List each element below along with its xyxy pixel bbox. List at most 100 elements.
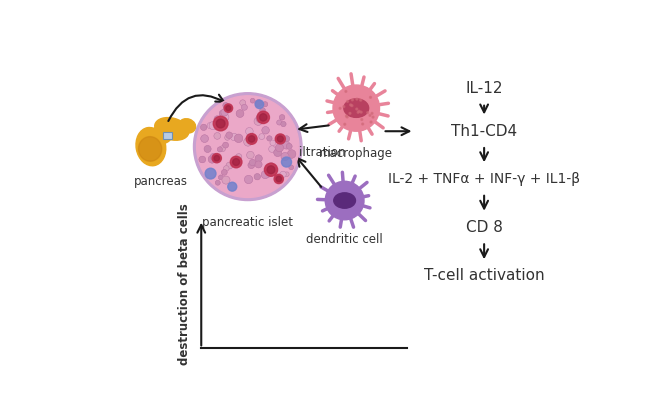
Text: IL-2 + TNFα + INF-γ + IL1-β: IL-2 + TNFα + INF-γ + IL1-β [388,172,580,186]
Circle shape [370,121,372,123]
Circle shape [267,166,275,174]
Circle shape [262,127,269,134]
Circle shape [339,107,341,109]
Circle shape [356,98,358,100]
Circle shape [221,169,227,175]
Circle shape [276,176,282,182]
Circle shape [255,100,263,109]
Circle shape [245,178,250,183]
Circle shape [205,168,216,179]
Circle shape [215,180,220,185]
Circle shape [284,136,289,142]
Circle shape [219,175,223,180]
Circle shape [288,150,296,158]
Circle shape [245,127,253,135]
Circle shape [221,109,228,116]
Circle shape [223,166,229,171]
Text: pancreatic islet: pancreatic islet [202,216,293,229]
Circle shape [264,163,278,176]
Circle shape [356,108,358,110]
Circle shape [369,96,371,98]
Circle shape [280,171,286,177]
Circle shape [214,155,219,161]
Circle shape [260,114,267,121]
Circle shape [270,140,276,146]
Text: dendritic cell: dendritic cell [306,233,383,246]
Circle shape [352,99,353,101]
Circle shape [259,133,265,140]
Circle shape [358,110,360,112]
Circle shape [343,106,345,107]
Circle shape [264,169,272,177]
Circle shape [349,112,351,114]
Ellipse shape [150,127,172,144]
Circle shape [267,136,272,141]
Circle shape [225,135,230,140]
Text: Th1-CD4: Th1-CD4 [451,124,517,139]
Circle shape [239,100,246,106]
Circle shape [214,116,228,131]
Circle shape [282,157,291,167]
Circle shape [255,161,262,168]
Circle shape [216,119,225,128]
Circle shape [256,114,265,123]
Circle shape [284,172,289,177]
FancyBboxPatch shape [162,132,172,139]
Circle shape [208,155,216,163]
Circle shape [278,174,282,179]
Circle shape [369,114,371,116]
Circle shape [236,110,244,117]
Circle shape [347,116,348,118]
Circle shape [254,117,262,125]
Ellipse shape [136,127,165,166]
Circle shape [357,112,359,113]
Circle shape [254,174,260,180]
Circle shape [245,175,252,184]
Circle shape [214,116,220,122]
Circle shape [210,153,217,160]
Circle shape [351,105,353,107]
Circle shape [246,133,257,144]
Ellipse shape [179,119,195,133]
Circle shape [261,171,269,179]
Circle shape [277,136,284,142]
Circle shape [236,154,242,160]
Circle shape [232,159,239,166]
Circle shape [249,159,256,166]
Circle shape [217,147,223,152]
Text: infiltration: infiltration [284,146,346,159]
Text: IL-12: IL-12 [465,81,503,96]
Circle shape [361,118,363,120]
Circle shape [248,162,254,168]
Circle shape [281,121,286,127]
Text: macrophage: macrophage [319,147,393,160]
Circle shape [244,138,252,146]
Circle shape [277,135,285,142]
Circle shape [282,142,290,149]
Circle shape [279,115,285,120]
Circle shape [371,112,373,114]
Text: CD 8: CD 8 [466,220,502,235]
Circle shape [344,123,346,125]
Circle shape [241,104,247,110]
Circle shape [247,151,254,159]
Circle shape [267,163,275,171]
Circle shape [223,142,228,148]
Circle shape [274,174,284,184]
Ellipse shape [138,137,162,161]
Circle shape [226,162,233,169]
Circle shape [367,112,369,114]
Circle shape [230,133,238,140]
Circle shape [286,143,292,149]
Circle shape [201,135,208,142]
Text: T-cell activation: T-cell activation [424,269,545,284]
Circle shape [250,136,255,141]
Circle shape [274,149,282,157]
Circle shape [276,120,282,125]
Circle shape [199,156,206,163]
Circle shape [345,115,347,117]
Circle shape [214,133,221,139]
Ellipse shape [154,118,189,140]
Circle shape [350,104,352,106]
Circle shape [224,104,232,112]
